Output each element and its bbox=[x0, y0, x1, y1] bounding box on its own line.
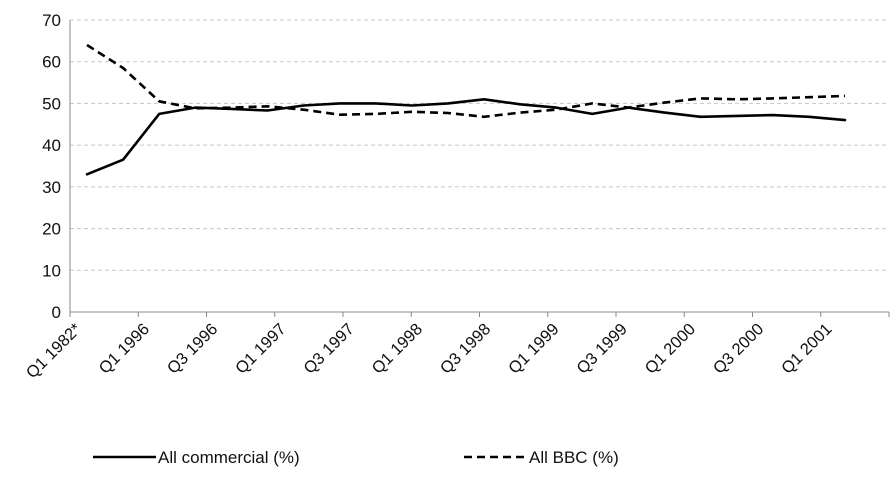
series-line-commercial bbox=[85, 98, 847, 176]
x-tick-label: Q1 2001 bbox=[778, 320, 835, 377]
x-tick-label: Q1 1999 bbox=[505, 320, 562, 377]
x-tick-label: Q3 1997 bbox=[300, 320, 357, 377]
y-tick-label: 70 bbox=[42, 11, 61, 30]
x-tick-label: Q3 1998 bbox=[437, 320, 494, 377]
x-tick-label: Q1 1997 bbox=[232, 320, 289, 377]
x-tick-label: Q1 2000 bbox=[642, 320, 699, 377]
x-tick-label: Q3 2000 bbox=[710, 320, 767, 377]
y-tick-label: 0 bbox=[52, 303, 61, 322]
y-tick-label: 30 bbox=[42, 178, 61, 197]
y-tick-label: 10 bbox=[42, 261, 61, 280]
y-tick-label: 50 bbox=[42, 94, 61, 113]
x-tick-label: Q1 1996 bbox=[96, 320, 153, 377]
y-tick-label: 60 bbox=[42, 53, 61, 72]
x-tick-label: Q1 1982* bbox=[23, 320, 85, 382]
y-tick-label: 40 bbox=[42, 136, 61, 155]
x-tick-label: Q3 1996 bbox=[164, 320, 221, 377]
series-line-bbc bbox=[86, 43, 846, 119]
x-tick-label: Q3 1999 bbox=[573, 320, 630, 377]
legend-label: All BBC (%) bbox=[529, 448, 619, 467]
x-tick-label: Q1 1998 bbox=[369, 320, 426, 377]
legend-label: All commercial (%) bbox=[158, 448, 300, 467]
y-tick-label: 20 bbox=[42, 220, 61, 239]
